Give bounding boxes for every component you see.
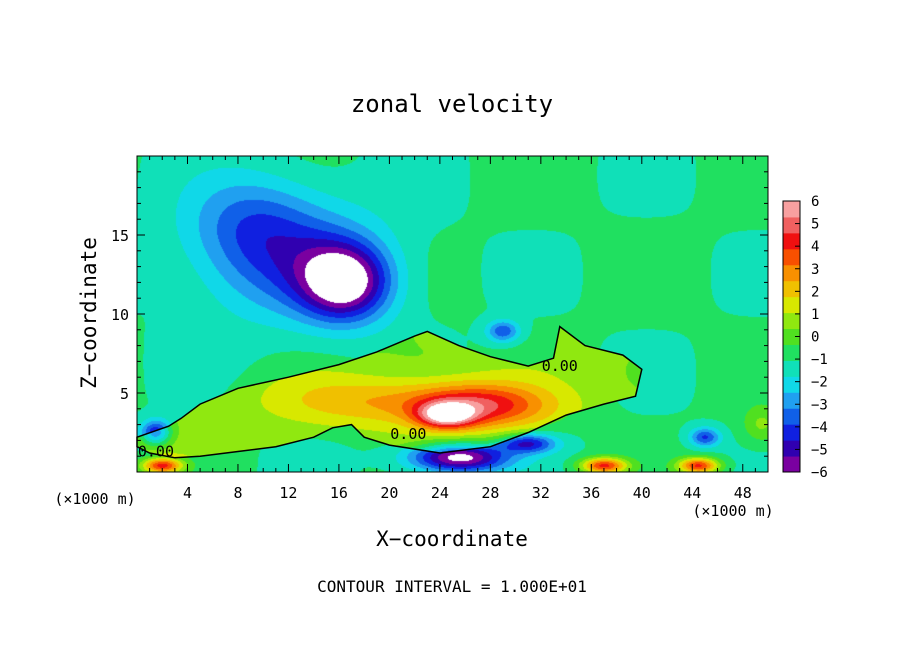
colorbar-tick-label: −3 — [811, 397, 828, 413]
colorbar-swatch — [783, 264, 800, 282]
colorbar-tick-label: −2 — [811, 375, 828, 391]
x-tick-label: 4 — [183, 484, 192, 502]
colorbar-swatch — [783, 408, 800, 425]
x-unit-right: (×1000 m) — [692, 502, 773, 520]
colorbar-tick-label: 0 — [811, 330, 819, 346]
colorbar-swatch — [783, 376, 800, 393]
colorbar-swatch — [783, 328, 800, 345]
colorbar-swatch — [783, 312, 800, 330]
x-axis-label: X−coordinate — [376, 527, 528, 551]
y-tick-label: 5 — [120, 385, 129, 403]
x-unit-left: (×1000 m) — [54, 490, 135, 508]
x-tick-label: 28 — [481, 484, 499, 502]
colorbar-tick-label: 2 — [811, 284, 819, 300]
colorbar-swatch — [783, 392, 800, 409]
colorbar-swatch — [783, 201, 800, 218]
colorbar-swatch — [783, 296, 800, 314]
zero-contour-line — [136, 325, 643, 459]
zero-contour-layer: 0.00 0.00 0.00 — [136, 325, 643, 460]
chart-title: zonal velocity — [351, 90, 553, 118]
colorbar-tick-label: 1 — [811, 307, 819, 323]
x-tick-label: 12 — [279, 484, 297, 502]
y-tick-label: 10 — [111, 306, 129, 324]
colorbar-tick-label: −5 — [811, 442, 828, 458]
colorbar-swatch — [783, 424, 800, 441]
contour-label: 0.00 — [542, 357, 578, 375]
colorbar-swatch — [783, 280, 800, 298]
colorbar-swatch — [783, 360, 800, 377]
x-tick-label: 48 — [734, 484, 752, 502]
colorbar-tick-label: −6 — [811, 465, 828, 481]
colorbar-swatch — [783, 232, 800, 250]
contour-label: 0.00 — [390, 425, 426, 443]
colorbar: 6 5 4 3 2 1 0 −1 −2 −3 −4 −5 −6 — [782, 194, 828, 481]
contour-label: 0.00 — [138, 442, 174, 460]
x-tick-label: 24 — [431, 484, 449, 502]
colorbar-swatch — [783, 456, 800, 473]
colorbar-swatch — [783, 344, 800, 361]
colorbar-tick-label: −1 — [811, 352, 828, 368]
y-tick-label: 15 — [111, 227, 129, 245]
x-tick-label: 40 — [633, 484, 651, 502]
x-tick-label: 20 — [380, 484, 398, 502]
x-tick-label: 44 — [683, 484, 701, 502]
contour-interval-note: CONTOUR INTERVAL = 1.000E+01 — [317, 577, 587, 596]
x-tick-label: 16 — [330, 484, 348, 502]
colorbar-tick-label: 4 — [811, 239, 819, 255]
colorbar-tick-label: 3 — [811, 262, 819, 278]
colorbar-swatch — [783, 248, 800, 266]
x-tick-label: 32 — [532, 484, 550, 502]
x-tick-label: 8 — [233, 484, 242, 502]
y-axis-label: Z−coordinate — [77, 237, 101, 389]
colorbar-swatch — [783, 440, 800, 457]
y-axis: 5 10 15 — [111, 171, 768, 457]
heatmap-field — [137, 156, 768, 472]
colorbar-tick-label: 6 — [811, 194, 819, 210]
colorbar-swatch — [783, 216, 800, 234]
colorbar-tick-label: −4 — [811, 420, 828, 436]
colorbar-tick-label: 5 — [811, 217, 819, 233]
x-axis: 4 8 12 16 20 24 28 32 36 40 44 48 — [149, 156, 756, 502]
x-tick-label: 36 — [582, 484, 600, 502]
